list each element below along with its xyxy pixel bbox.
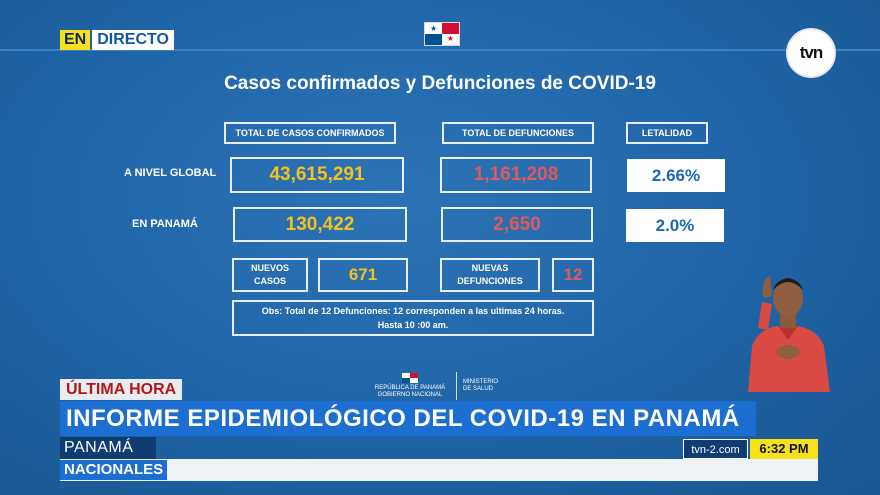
observation-note: Obs: Total de 12 Defunciones: 12 corresp… — [232, 300, 594, 336]
new-cases-label-line1: NUEVOS — [250, 263, 289, 273]
header-lethality: LETALIDAD — [626, 122, 708, 144]
panama-deaths-value: 2,650 — [441, 207, 593, 242]
new-deaths-label-line2: DEFUNCIONES — [457, 276, 523, 286]
new-cases-label: NUEVOS CASOS — [232, 258, 308, 292]
row-label-panama: EN PANAMÁ — [132, 218, 198, 230]
observation-line1: Obs: Total de 12 Defunciones: 12 corresp… — [261, 306, 565, 316]
ministry-logos: REPÚBLICA DE PANAMÁ GOBIERNO NACIONAL MI… — [370, 372, 498, 400]
ticker-bar — [60, 459, 818, 481]
new-cases-value: 671 — [318, 258, 408, 292]
new-cases-label-line2: CASOS — [253, 276, 286, 286]
row-label-global: A NIVEL GLOBAL — [124, 167, 217, 179]
global-deaths-value: 1,161,208 — [440, 157, 592, 193]
panama-lethality-value: 2.0% — [626, 209, 724, 242]
website-badge: tvn-2.com — [683, 439, 748, 459]
live-badge-directo: DIRECTO — [92, 30, 174, 50]
time-badge: 6:32 PM — [750, 439, 818, 459]
panama-flag-icon: ★ ★ — [424, 22, 460, 46]
ministry-line2: DE SALUD — [463, 386, 494, 392]
location-label: PANAMÁ — [60, 437, 156, 459]
breaking-news-tag: ÚLTIMA HORA — [60, 379, 183, 400]
header-confirmed: TOTAL DE CASOS CONFIRMADOS — [224, 122, 396, 144]
republic-line1: REPÚBLICA DE PANAMÁ — [374, 385, 446, 391]
ministry-of-health-label: MINISTERIO DE SALUD — [463, 379, 498, 393]
new-deaths-label-line1: NUEVAS — [471, 263, 509, 273]
new-deaths-label: NUEVAS DEFUNCIONES — [440, 258, 540, 292]
headline-bar: INFORME EPIDEMIOLÓGICO DEL COVID-19 EN P… — [60, 401, 756, 436]
logo-divider — [456, 372, 457, 400]
new-deaths-value: 12 — [552, 258, 594, 292]
ministry-line1: MINISTERIO — [463, 379, 499, 385]
tvn-logo: tvn — [788, 30, 834, 76]
live-badge: EN DIRECTO — [60, 30, 174, 50]
republic-logo: REPÚBLICA DE PANAMÁ GOBIERNO NACIONAL — [370, 373, 450, 399]
sign-language-interpreter-image — [748, 276, 830, 392]
observation-line2: Hasta 10 :00 am. — [377, 320, 449, 330]
infographic-title: Casos confirmados y Defunciones de COVID… — [224, 73, 656, 94]
top-divider — [0, 49, 880, 51]
republic-line2: GOBIERNO NACIONAL — [377, 392, 443, 398]
small-panama-flag-icon — [402, 373, 418, 383]
global-confirmed-value: 43,615,291 — [230, 157, 404, 193]
global-lethality-value: 2.66% — [627, 159, 725, 192]
header-deaths: TOTAL DE DEFUNCIONES — [442, 122, 594, 144]
section-label: NACIONALES — [60, 460, 168, 480]
live-badge-en: EN — [60, 30, 91, 50]
panama-confirmed-value: 130,422 — [233, 207, 407, 242]
